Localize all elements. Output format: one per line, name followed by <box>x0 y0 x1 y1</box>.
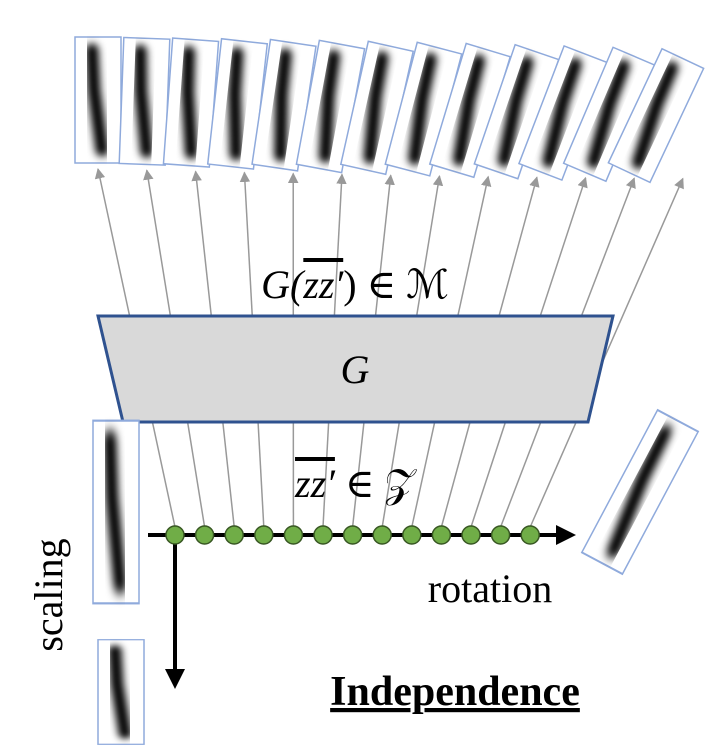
latent-code: zz′ <box>294 461 336 506</box>
rotated-image <box>582 410 698 574</box>
vertical-axis-label: scaling <box>26 538 71 651</box>
caption: Independence <box>330 669 580 715</box>
latent-point <box>373 526 391 544</box>
manifold-latent: zz′ <box>302 262 344 307</box>
latent-suffix: ∈ 𝒵 <box>335 461 418 506</box>
latent-point <box>196 526 214 544</box>
latent-point <box>314 526 332 544</box>
horizontal-axis-label: rotation <box>428 566 552 611</box>
manifold-label: G(zz′) ∈ ℳ <box>261 262 449 307</box>
latent-point <box>521 526 539 544</box>
latent-point <box>255 526 273 544</box>
latent-point <box>432 526 450 544</box>
scaled-image-large <box>93 421 139 604</box>
scaled-image-small <box>98 640 144 745</box>
latent-point <box>492 526 510 544</box>
generated-image <box>119 37 170 165</box>
manifold-prefix: G( <box>261 262 306 307</box>
latent-label: zz′ ∈ 𝒵 <box>294 461 418 506</box>
generated-image <box>75 37 121 163</box>
generator-label: G <box>341 347 370 392</box>
latent-point <box>462 526 480 544</box>
manifold-suffix: ) ∈ ℳ <box>343 262 449 307</box>
generated-images <box>75 37 704 182</box>
latent-point <box>344 526 362 544</box>
latent-point <box>166 526 184 544</box>
diagram: G(zz′) ∈ ℳ G zz′ ∈ 𝒵 scaling rotation In… <box>0 0 713 754</box>
latent-point <box>225 526 243 544</box>
latent-point <box>284 526 302 544</box>
latent-point <box>403 526 421 544</box>
